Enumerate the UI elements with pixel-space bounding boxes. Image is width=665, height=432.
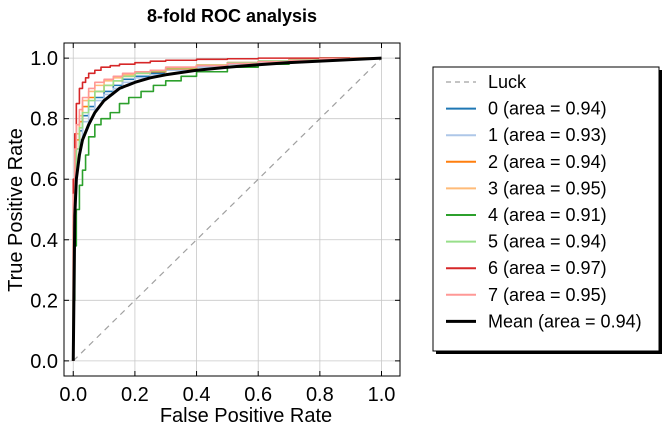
y-axis-label: True Positive Rate: [5, 128, 27, 292]
grid: [64, 43, 400, 376]
legend-label: 0 (area = 0.94): [488, 99, 607, 119]
y-tick-label: 0.0: [30, 351, 58, 373]
legend-label: 3 (area = 0.95): [488, 178, 607, 198]
y-tick-label: 0.8: [30, 109, 58, 131]
y-tick-label: 0.4: [30, 230, 58, 252]
legend-label: 1 (area = 0.93): [488, 125, 607, 145]
x-axis-label: False Positive Rate: [160, 405, 332, 427]
legend-label: 6 (area = 0.97): [488, 258, 607, 278]
x-tick-label: 0.8: [306, 384, 334, 406]
y-tick-label: 1.0: [30, 48, 58, 70]
legend: Luck 0 (area = 0.94) 1 (area = 0.93) 2 (are…: [432, 66, 662, 354]
roc-line-fold-6: [72, 57, 382, 361]
series-layer: [71, 56, 382, 361]
x-tick-label: 0.4: [183, 384, 211, 406]
legend-label: 5 (area = 0.94): [488, 232, 607, 252]
legend-label: Mean (area = 0.94): [488, 311, 642, 331]
y-tick-label: 0.2: [30, 290, 58, 312]
chart-title: 8-fold ROC analysis: [147, 6, 317, 26]
legend-label: 7 (area = 0.95): [488, 285, 607, 305]
legend-label: 2 (area = 0.94): [488, 152, 607, 172]
y-tick-label: 0.6: [30, 169, 58, 191]
roc-line-fold-7: [72, 57, 382, 361]
plot-frame: [63, 42, 401, 377]
mean-roc-line: [71, 56, 382, 361]
x-tick-label: 1.0: [368, 384, 396, 406]
legend-label: 4 (area = 0.91): [488, 205, 607, 225]
x-tick-label: 0.6: [244, 384, 272, 406]
ticks: 0.0 0.2 0.4 0.6 0.8 1.0 0.0 0.2 0.4 0.6 0.8 1.0: [30, 43, 400, 406]
legend-box: [432, 66, 660, 352]
x-tick-label: 0.0: [59, 384, 87, 406]
legend-label: Luck: [488, 72, 527, 92]
x-tick-label: 0.2: [121, 384, 149, 406]
